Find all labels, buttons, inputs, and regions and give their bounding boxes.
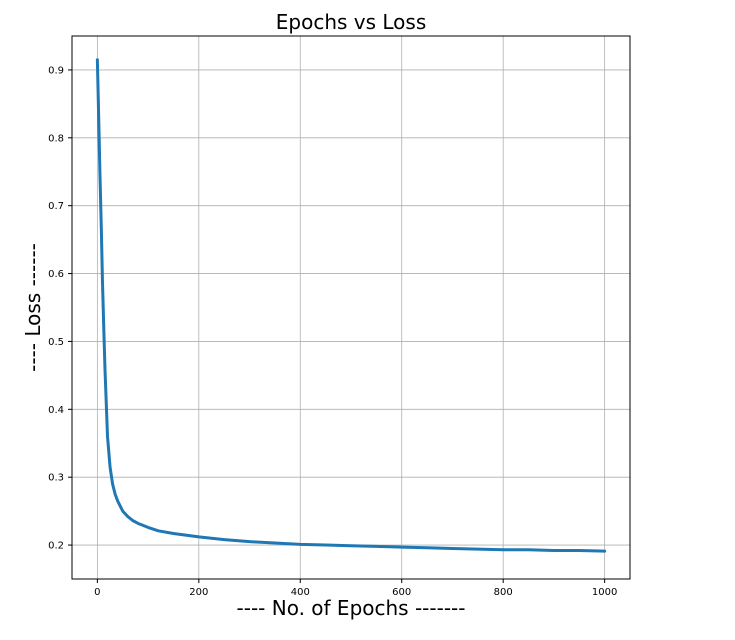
y-tick-label: 0.4 [48, 405, 64, 416]
x-tick-label: 0 [94, 587, 100, 598]
loss-line [95, 58, 607, 553]
y-tick-label: 0.8 [48, 133, 64, 144]
x-tick-label: 600 [392, 587, 411, 598]
plot-frame [71, 35, 631, 580]
x-tick-label: 800 [494, 587, 513, 598]
x-axis-label: ---- No. of Epochs ------- [237, 596, 466, 620]
y-tick-label: 0.7 [48, 201, 64, 212]
ticks: 0 200 400 600 800 1000 0.2 0.3 0.4 0.5 0.6 0.7 0.8 0.… [48, 65, 617, 598]
chart-title: Epochs vs Loss [276, 10, 427, 34]
y-axis-label: ---- Loss ------ [21, 243, 45, 372]
x-tick-label: 1000 [592, 587, 617, 598]
y-tick-label: 0.3 [48, 473, 64, 484]
y-tick-label: 0.2 [48, 541, 64, 552]
x-tick-label: 200 [189, 587, 208, 598]
series-layer [95, 58, 607, 553]
grid [72, 36, 630, 579]
y-tick-label: 0.6 [48, 269, 64, 280]
y-tick-label: 0.5 [48, 337, 64, 348]
y-tick-label: 0.9 [48, 65, 64, 76]
x-tick-label: 400 [291, 587, 310, 598]
